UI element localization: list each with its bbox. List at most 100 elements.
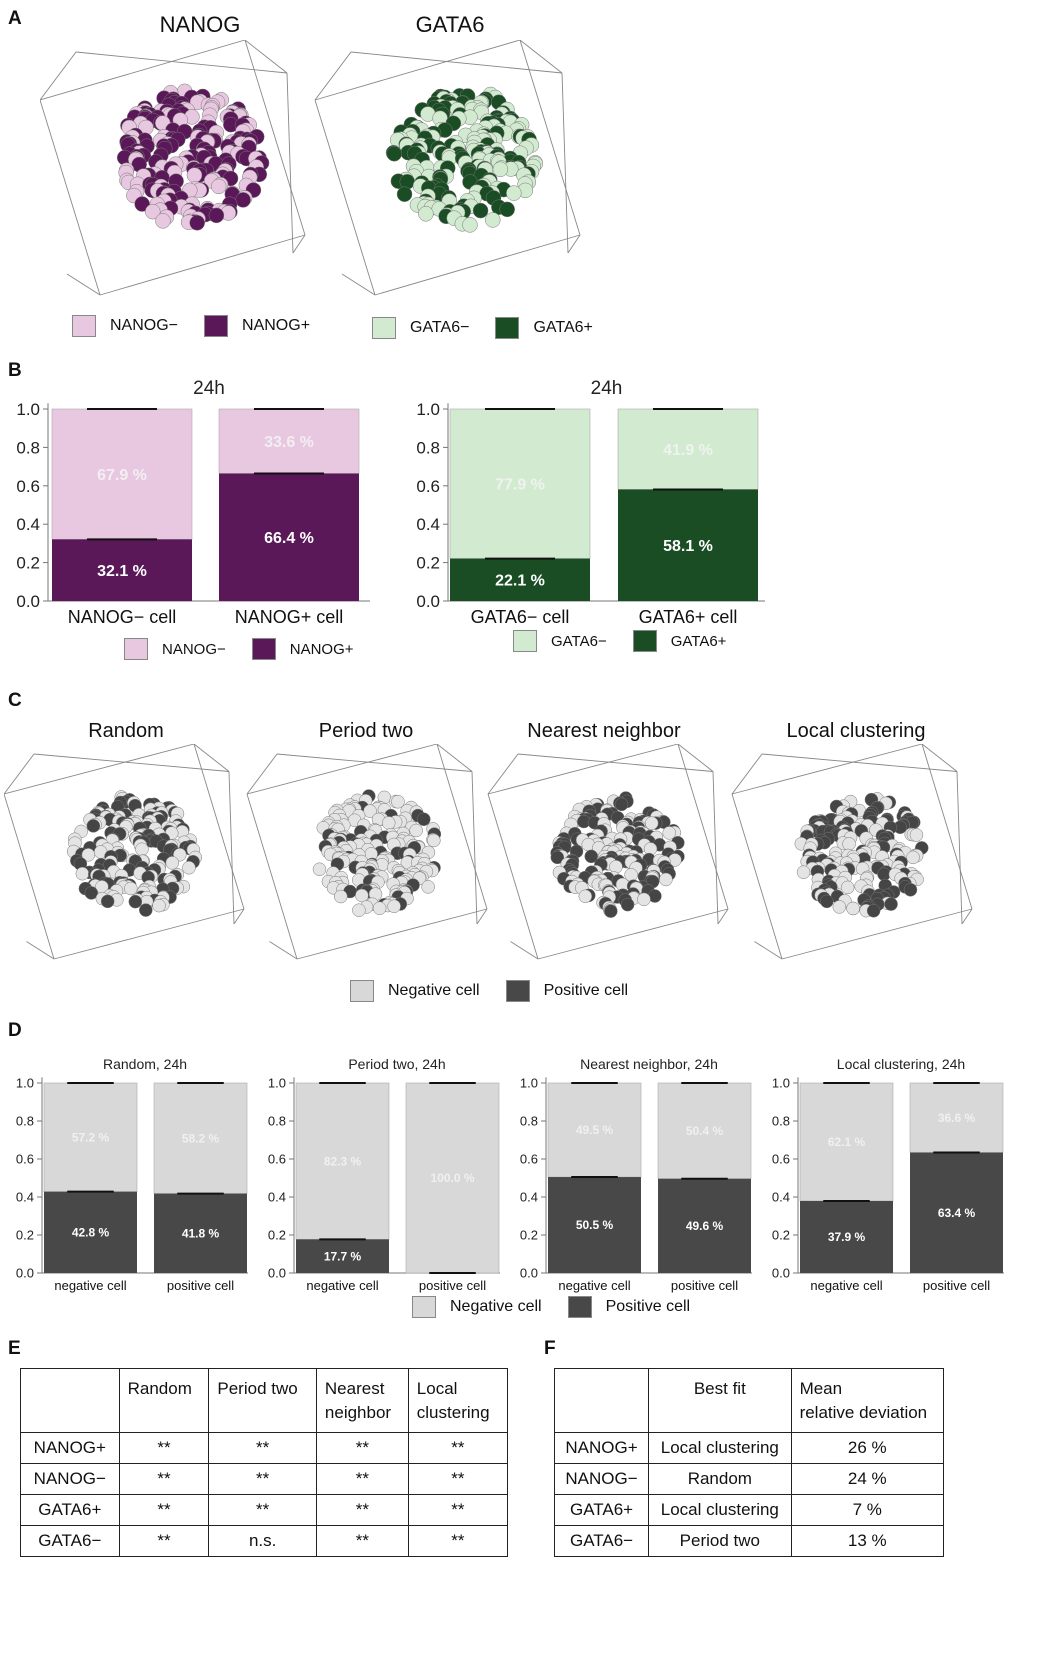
category-label: positive cell	[419, 1278, 486, 1293]
cube-edge	[233, 908, 245, 925]
category-label: GATA6+ cell	[639, 607, 738, 627]
nearest-neighbor-cube	[487, 744, 729, 960]
cell-sphere	[381, 816, 396, 830]
bar-segment-negative	[218, 408, 360, 474]
gata6-cube	[314, 40, 581, 296]
cube-edge	[781, 908, 973, 960]
cube-edge	[246, 744, 438, 795]
period-two-bar-chart: Period two, 24h 0.0 0.2 0.4 0.6 0.8 1.0 17.7 % 8…	[268, 1056, 500, 1293]
y-tick-label: 0.4	[416, 515, 440, 534]
legend-b-nanog-neg: NANOG−	[162, 640, 226, 658]
panel-c-label: C	[8, 690, 22, 711]
table-cell: **	[407, 1463, 509, 1495]
y-tick-label: 0.8	[416, 438, 440, 457]
cube-edge	[921, 744, 973, 910]
cube-edge	[471, 771, 478, 925]
nanog-pos-swatch	[251, 638, 276, 660]
cube-edge	[66, 273, 101, 296]
cube-edge	[314, 99, 376, 296]
data-label: 42.8 %	[72, 1226, 110, 1240]
table-cell: **	[315, 1494, 409, 1526]
row-label-cell: GATA6−	[20, 1525, 120, 1557]
table-row: NANOG− ** ** ** **	[20, 1463, 509, 1495]
table-cell: Local clustering	[648, 1494, 792, 1526]
c-title-nearest-neighbor: Nearest neighbor	[527, 720, 681, 742]
gata6-neg-swatch	[372, 317, 396, 339]
cell-sphere	[84, 886, 99, 900]
data-label: 62.1 %	[828, 1135, 866, 1149]
cell-sphere	[846, 901, 860, 916]
category-label: GATA6− cell	[471, 607, 570, 627]
cell-sphere	[155, 213, 171, 229]
cell-sphere	[550, 850, 565, 865]
cell-sphere	[609, 860, 623, 874]
cube-edge	[276, 753, 473, 772]
cell-sphere	[386, 145, 402, 162]
y-tick-label: 0.0	[416, 592, 440, 611]
data-label: 50.5 %	[576, 1218, 614, 1232]
data-label: 66.4 %	[264, 530, 314, 547]
cell-sphere	[418, 206, 434, 222]
cube-edge	[510, 941, 539, 960]
positive-swatch	[505, 980, 530, 1002]
legend-nanog-pos: NANOG+	[242, 317, 311, 334]
chart-title: Nearest neighbor, 24h	[580, 1056, 718, 1072]
cell-sphere	[842, 837, 856, 851]
data-label: 100.0 %	[430, 1171, 474, 1185]
cube-edge	[26, 941, 55, 960]
y-tick-label: 0.6	[520, 1152, 538, 1167]
bar-segment-negative	[909, 1082, 1004, 1153]
y-tick-label: 0.2	[520, 1228, 538, 1243]
c-legend-negative: Negative cell	[388, 982, 480, 999]
row-label-cell: NANOG+	[553, 1432, 650, 1464]
table-cell: Local clustering	[648, 1432, 792, 1464]
cube-edge	[519, 40, 581, 236]
cell-sphere	[417, 812, 431, 827]
row-label-cell: NANOG−	[20, 1463, 120, 1495]
significance-table: Random Period two Nearest neighbor Local clus…	[20, 1368, 509, 1557]
y-tick-label: 0.2	[16, 1228, 34, 1243]
d-legend-positive: Positive cell	[605, 1298, 691, 1315]
bar-segment-positive	[800, 1200, 893, 1273]
c-legend-positive: Positive cell	[543, 982, 629, 999]
cell-sphere	[909, 828, 924, 842]
category-label: negative cell	[54, 1278, 126, 1293]
table-cell: **	[315, 1525, 409, 1557]
cube-edge	[487, 793, 539, 960]
bar-segment-negative	[799, 1082, 894, 1202]
cell-sphere	[86, 819, 101, 833]
nanog-pos-swatch	[204, 315, 229, 337]
chart-title: 24h	[193, 378, 225, 399]
y-tick-label: 0.8	[16, 438, 40, 457]
table-cell: 26 %	[790, 1432, 945, 1464]
cube-edge	[244, 40, 288, 74]
bar-segment-positive	[618, 489, 758, 601]
table-header-cell: Period two	[208, 1368, 317, 1433]
cell-sphere	[584, 849, 599, 864]
d-legend: Negative cell Positive cell	[412, 1296, 690, 1318]
cell-sphere	[614, 797, 629, 812]
data-label: 37.9 %	[828, 1230, 866, 1244]
table-header-cell: Random	[118, 1368, 210, 1433]
cell-sphere	[189, 215, 205, 231]
gata6-pos-swatch	[495, 317, 520, 339]
table-cell: **	[315, 1432, 409, 1464]
nearest-neighbor-bar-chart: Nearest neighbor, 24h 0.0 0.2 0.4 0.6 0.8 1.0 5…	[520, 1056, 752, 1293]
category-label: positive cell	[671, 1278, 738, 1293]
y-tick-label: 1.0	[16, 400, 40, 419]
table-cell: **	[407, 1494, 509, 1526]
cube-edge	[341, 273, 376, 296]
simulation-3d-plots	[4, 744, 973, 960]
data-label: 32.1 %	[97, 563, 147, 580]
data-label: 33.6 %	[264, 434, 314, 451]
cube-edge	[754, 941, 783, 960]
local-clustering-bar-chart: Local clustering, 24h 0.0 0.2 0.4 0.6 0.8 1.0 3…	[772, 1056, 1004, 1293]
data-label: 41.9 %	[663, 442, 713, 459]
cube-edge	[961, 908, 973, 925]
table-cell: 7 %	[790, 1494, 945, 1526]
cube-edge	[292, 234, 306, 254]
cell-sphere	[906, 850, 920, 865]
y-tick-label: 0.8	[520, 1114, 538, 1129]
cube-edge	[314, 40, 521, 101]
table-row: GATA6− Period two 13 %	[553, 1525, 945, 1557]
